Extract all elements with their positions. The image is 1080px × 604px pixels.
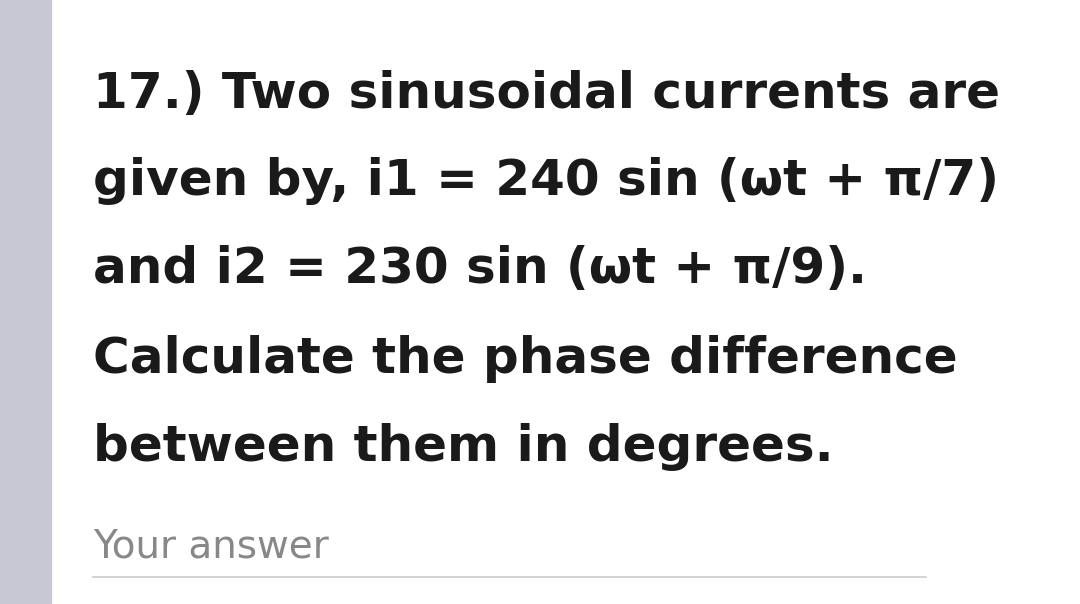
Text: Calculate the phase difference: Calculate the phase difference [93, 335, 957, 384]
Text: and i2 = 230 sin (ωt + π/9).: and i2 = 230 sin (ωt + π/9). [93, 245, 866, 293]
Text: Your answer: Your answer [93, 528, 328, 565]
Bar [0, 0, 51, 604]
Text: 17.) Two sinusoidal currents are: 17.) Two sinusoidal currents are [93, 69, 1000, 118]
Text: between them in degrees.: between them in degrees. [93, 423, 834, 471]
Text: given by, i1 = 240 sin (ωt + π/7): given by, i1 = 240 sin (ωt + π/7) [93, 157, 999, 205]
